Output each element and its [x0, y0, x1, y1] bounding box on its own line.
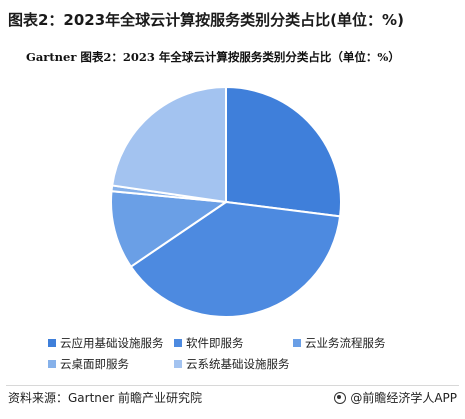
brand-label: @前瞻经济学人APP — [350, 391, 457, 405]
source-note: 资料来源：Gartner 前瞻产业研究院 — [8, 391, 203, 405]
chart-title: 图表2：2023年全球云计算按服务类别分类占比(单位：%) — [8, 11, 404, 29]
pie-slice-3 — [110, 190, 229, 269]
pie-slice-1 — [225, 85, 342, 218]
chart-subtitle: Gartner 图表2：2023 年全球云计算按服务类别分类占比（单位：%） — [26, 50, 400, 64]
brand-logo-icon — [334, 391, 347, 404]
brand-credit: @前瞻经济学人APP — [334, 389, 457, 406]
pie-slice-2 — [129, 200, 342, 318]
footer-divider — [6, 385, 459, 386]
pie-slice-5 — [111, 85, 227, 204]
